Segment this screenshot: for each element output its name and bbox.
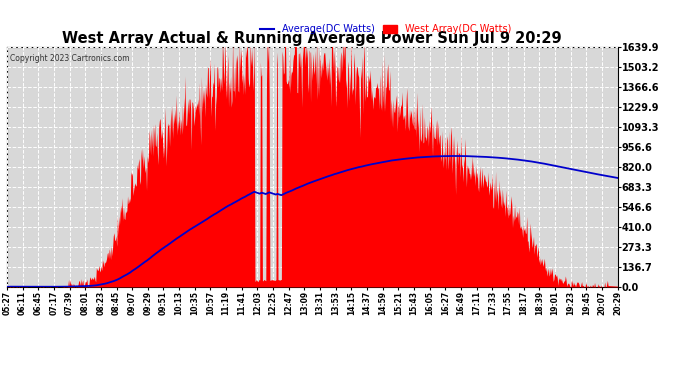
Legend: Average(DC Watts), West Array(DC Watts): Average(DC Watts), West Array(DC Watts) xyxy=(256,21,515,38)
Title: West Array Actual & Running Average Power Sun Jul 9 20:29: West Array Actual & Running Average Powe… xyxy=(62,31,562,46)
Text: Copyright 2023 Cartronics.com: Copyright 2023 Cartronics.com xyxy=(10,54,130,63)
